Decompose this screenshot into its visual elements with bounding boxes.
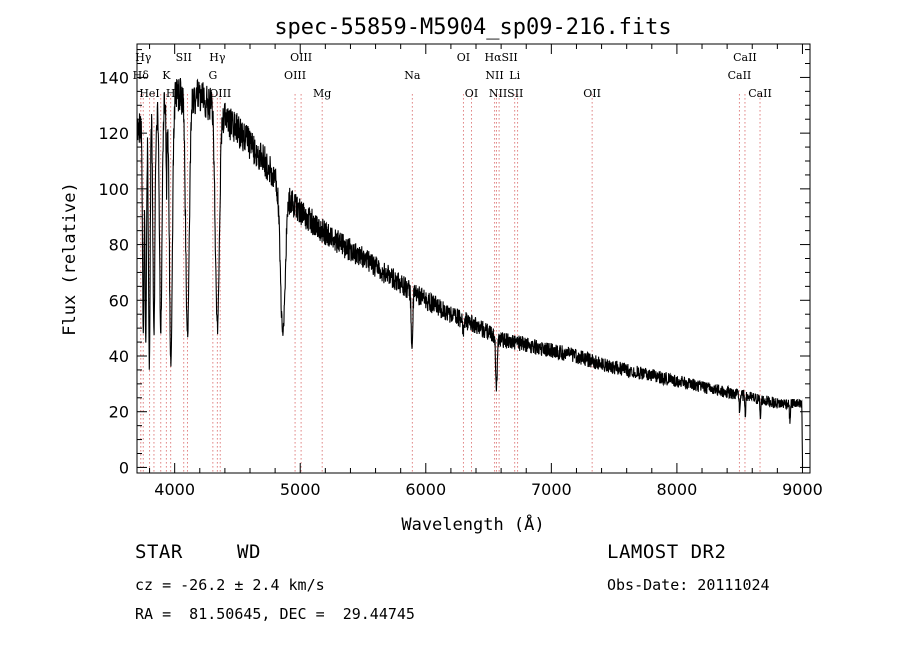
line-marker-label: Hγ <box>209 51 226 64</box>
line-marker-label: HeI <box>139 87 159 100</box>
line-marker-label: CaII <box>733 51 757 64</box>
line-marker-label: Hδ <box>133 69 150 82</box>
line-marker-label: OI <box>457 51 470 64</box>
line-marker-label: OIII <box>284 69 306 82</box>
redshift-text: cz = -26.2 ± 2.4 km/s <box>135 576 325 594</box>
x-tick-label: 5000 <box>280 480 321 499</box>
y-tick-label: 100 <box>98 180 129 199</box>
obs-date-text: Obs-Date: 20111024 <box>607 576 770 594</box>
object-subclass: WD <box>237 541 261 563</box>
coordinates-text: RA = 81.50645, DEC = 29.44745 <box>135 605 415 623</box>
y-tick-label: 40 <box>109 347 129 366</box>
line-marker-label: Li <box>509 69 520 82</box>
y-tick-label: 0 <box>119 458 129 477</box>
spectrum-line <box>136 77 804 468</box>
line-marker-label: H <box>166 87 176 100</box>
x-tick-label: 6000 <box>405 480 446 499</box>
y-tick-label: 140 <box>98 68 129 87</box>
line-marker-label: OII <box>583 87 601 100</box>
y-tick-label: 60 <box>109 291 129 310</box>
x-axis-label: Wavelength (Å) <box>401 513 544 535</box>
line-marker-label: NII <box>485 69 503 82</box>
axes: 4000 5000 6000 7000 8000 9000 0 20 40 60 80 100 120 1… <box>98 44 823 499</box>
line-marker-label: Mg <box>313 87 331 100</box>
x-tick-label: 9000 <box>782 480 823 499</box>
line-marker-label: CaII <box>728 69 752 82</box>
x-tick-label: 4000 <box>154 480 195 499</box>
line-marker-label: Hγ <box>135 51 152 64</box>
line-marker-label: NIISII <box>489 87 524 100</box>
line-marker-label: OIII <box>290 51 312 64</box>
object-class: STAR <box>135 541 183 563</box>
plot-frame <box>136 43 811 474</box>
y-tick-label: 20 <box>109 403 129 422</box>
chart-title: spec-55859-M5904_sp09-216.fits <box>274 15 671 40</box>
line-marker-label: G <box>208 69 217 82</box>
y-tick-label: 80 <box>109 236 129 255</box>
line-marker-label: SII <box>176 51 192 64</box>
line-markers: Hγ SII Hγ OIII OI HαSII CaII Hδ K G OIII Na NII Li CaI… <box>133 51 772 472</box>
line-marker-label: Na <box>404 69 421 82</box>
line-marker-label: CaII <box>748 87 772 100</box>
line-marker-label: OI <box>465 87 478 100</box>
line-marker-label: OIII <box>209 87 231 100</box>
line-marker-label: K <box>162 69 171 82</box>
x-tick-label: 7000 <box>531 480 572 499</box>
y-tick-label: 120 <box>98 124 129 143</box>
line-marker-label: HαSII <box>484 51 517 64</box>
survey-name: LAMOST DR2 <box>607 541 727 563</box>
x-tick-label: 8000 <box>657 480 698 499</box>
y-axis-label: Flux (relative) <box>60 182 80 336</box>
